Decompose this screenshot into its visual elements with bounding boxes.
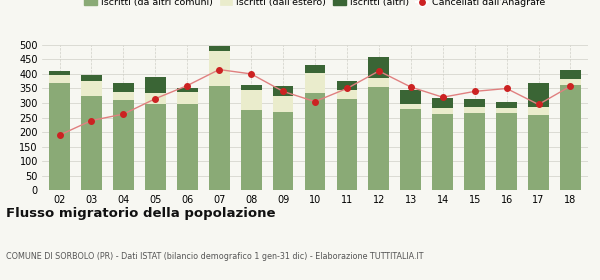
Point	[438, 95, 448, 99]
Bar	[305, 73, 325, 93]
Bar	[337, 99, 358, 190]
Bar	[400, 109, 421, 190]
Bar	[368, 78, 389, 87]
Bar	[81, 75, 102, 81]
Point	[310, 99, 320, 104]
Bar	[400, 104, 421, 109]
Bar	[177, 104, 197, 190]
Bar	[528, 83, 549, 106]
Bar	[49, 83, 70, 190]
Point	[502, 86, 511, 91]
Bar	[560, 71, 581, 79]
Point	[247, 72, 256, 76]
Bar	[49, 74, 70, 83]
Point	[374, 69, 383, 73]
Bar	[241, 90, 262, 110]
Bar	[368, 57, 389, 78]
Point	[534, 102, 544, 107]
Bar	[241, 85, 262, 90]
Bar	[464, 107, 485, 113]
Point	[55, 133, 64, 137]
Point	[214, 67, 224, 72]
Bar	[145, 104, 166, 190]
Point	[151, 96, 160, 101]
Bar	[337, 90, 358, 99]
Bar	[433, 97, 453, 108]
Bar	[464, 99, 485, 107]
Point	[86, 118, 96, 123]
Bar	[177, 92, 197, 104]
Point	[342, 86, 352, 91]
Point	[119, 112, 128, 116]
Point	[182, 83, 192, 88]
Bar	[496, 113, 517, 190]
Bar	[177, 88, 197, 92]
Bar	[113, 83, 134, 92]
Text: Flusso migratorio della popolazione: Flusso migratorio della popolazione	[6, 207, 275, 220]
Bar	[305, 65, 325, 73]
Point	[566, 84, 575, 88]
Bar	[113, 92, 134, 100]
Bar	[433, 114, 453, 190]
Text: COMUNE DI SORBOLO (PR) - Dati ISTAT (bilancio demografico 1 gen-31 dic) - Elabor: COMUNE DI SORBOLO (PR) - Dati ISTAT (bil…	[6, 252, 424, 261]
Legend: Iscritti (da altri comuni), Iscritti (dall'estero), Iscritti (altri), Cancellati: Iscritti (da altri comuni), Iscritti (da…	[81, 0, 549, 11]
Bar	[272, 112, 293, 190]
Bar	[528, 115, 549, 190]
Bar	[81, 96, 102, 190]
Point	[470, 89, 479, 94]
Bar	[464, 113, 485, 190]
Bar	[209, 46, 230, 51]
Bar	[81, 81, 102, 96]
Bar	[272, 96, 293, 112]
Bar	[496, 102, 517, 108]
Bar	[400, 90, 421, 104]
Bar	[145, 77, 166, 94]
Bar	[305, 93, 325, 190]
Bar	[113, 100, 134, 190]
Bar	[272, 87, 293, 96]
Bar	[560, 79, 581, 85]
Bar	[145, 94, 166, 104]
Bar	[433, 108, 453, 114]
Point	[406, 85, 416, 89]
Bar	[209, 51, 230, 86]
Bar	[241, 110, 262, 190]
Bar	[496, 108, 517, 113]
Bar	[560, 85, 581, 190]
Bar	[337, 81, 358, 90]
Bar	[209, 86, 230, 190]
Point	[278, 89, 288, 94]
Bar	[49, 71, 70, 74]
Bar	[528, 106, 549, 115]
Bar	[368, 87, 389, 190]
